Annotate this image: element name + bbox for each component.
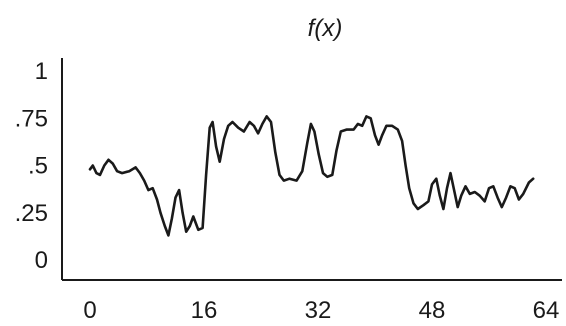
y-tick-label-p25: .25 [15,200,48,227]
y-tick-labels: 0 .25 .5 .75 1 [15,58,48,274]
x-tick-label-32: 32 [305,297,332,324]
x-tick-label-0: 0 [83,297,96,324]
y-tick-label-p75: .75 [15,105,48,132]
series-line-f-x [88,115,535,237]
x-tick-label-16: 16 [191,297,218,324]
x-tick-label-64: 64 [533,297,560,324]
y-tick-label-0: 0 [35,247,48,274]
y-tick-label-p5: .5 [28,153,48,180]
chart-title: f(x) [308,15,343,42]
y-tick-label-1: 1 [35,58,48,85]
x-tick-labels: 0 16 32 48 64 [83,297,559,324]
x-tick-label-48: 48 [419,297,446,324]
